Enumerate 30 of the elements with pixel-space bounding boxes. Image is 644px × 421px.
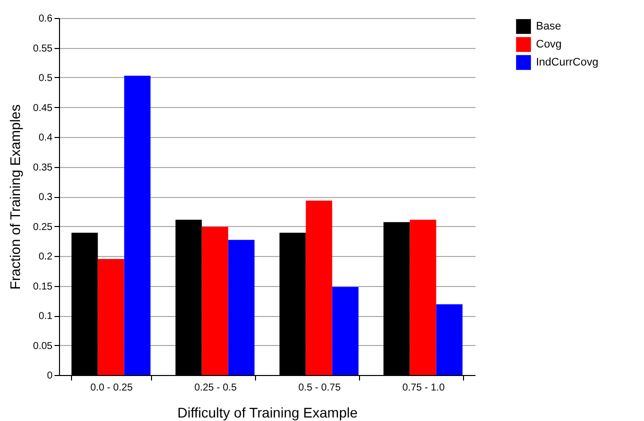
y-tick-label: 0.6 — [38, 14, 53, 24]
x-tick-label: 0.0 - 0.25 — [90, 382, 134, 394]
y-tick-label: 0.55 — [33, 43, 53, 54]
y-tick-label: 0.25 — [33, 222, 53, 233]
bar — [98, 258, 124, 375]
bar — [202, 226, 228, 375]
y-tick-label: 0 — [46, 370, 53, 382]
x-axis-title: Difficulty of Training Example — [177, 404, 358, 420]
y-tick-label: 0.15 — [33, 281, 53, 292]
bar — [228, 240, 255, 375]
bar — [124, 76, 151, 375]
x-tick-label: 0.75 - 1.0 — [402, 382, 446, 394]
bar — [436, 304, 463, 375]
bar — [306, 200, 332, 375]
y-tick-label: 0.05 — [33, 340, 53, 352]
legend-label: IndCurrCovg — [536, 56, 598, 68]
y-tick-label: 0.5 — [38, 73, 53, 84]
y-tick-label: 0.2 — [38, 252, 53, 262]
y-tick-label: 0.4 — [38, 132, 53, 144]
y-tick-label: 0.45 — [33, 102, 53, 114]
y-tick-label: 0.35 — [33, 162, 53, 174]
y-axis-title: Fraction of Training Examples — [7, 104, 24, 290]
x-tick-label: 0.25 - 0.5 — [194, 382, 238, 394]
x-tick-label: 0.5 - 0.75 — [298, 382, 342, 394]
bar — [332, 286, 359, 375]
y-tick-label: 0.3 — [38, 192, 53, 203]
bar — [410, 220, 436, 375]
legend-label: Covg — [536, 38, 562, 50]
y-tick-label: 0.1 — [38, 311, 53, 322]
legend-label: Base — [536, 20, 562, 32]
